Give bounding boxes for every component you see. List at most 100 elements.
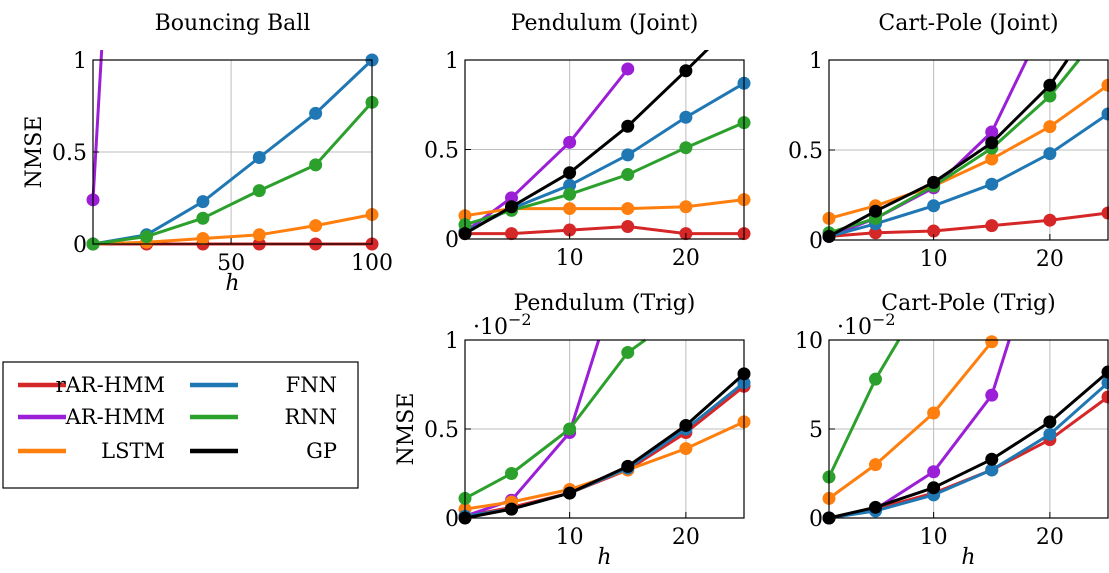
x-axis-label: h	[597, 545, 611, 570]
y-axis-multiplier: ·10−2	[837, 310, 896, 340]
y-tick-label: 0	[809, 507, 823, 532]
x-tick-label: 100	[351, 251, 393, 276]
data-point-lstm	[309, 219, 323, 233]
series-line-rnn	[92, 101, 374, 246]
data-point-rnn	[309, 158, 323, 172]
x-tick-label: 10	[556, 246, 584, 271]
data-point-gp	[985, 452, 999, 466]
y-tick-label: 0	[73, 233, 87, 258]
series-ar-hmm	[458, 339, 601, 523]
legend-entry-rar-hmm: rAR-HMM	[18, 373, 165, 397]
data-point-fnn	[196, 195, 210, 209]
x-tick-label: 10	[920, 247, 948, 272]
data-point-rnn	[621, 168, 635, 182]
multiplier-exponent: −2	[508, 310, 532, 329]
data-point-lstm	[679, 442, 693, 456]
data-point-lstm	[679, 200, 693, 214]
y-tick-label: 0.5	[788, 139, 823, 164]
series-rar-hmm	[458, 219, 751, 241]
legend-entry-rnn: RNN	[190, 405, 337, 429]
multiplier-base: ·10	[837, 315, 872, 340]
data-point-rnn	[869, 372, 882, 386]
series-line-lstm	[828, 83, 1109, 220]
series-line-rnn	[828, 59, 1081, 235]
data-point-gp	[869, 204, 882, 218]
data-point-fnn	[309, 106, 323, 120]
data-point-gp	[985, 136, 999, 150]
legend-entry-lstm: LSTM	[18, 439, 165, 463]
data-point-rar-hmm	[563, 223, 577, 237]
data-point-ar-hmm	[563, 135, 577, 149]
data-point-gp	[1101, 365, 1109, 379]
multiplier-base: ·10	[473, 315, 508, 340]
x-tick-label: 10	[920, 525, 948, 550]
x-axis-label: h	[961, 545, 975, 570]
y-axis-label: NMSE	[394, 393, 419, 466]
chart-title: Bouncing Ball	[155, 11, 311, 36]
chart-2-pendulum-joint: 10 20 0 0.5 1 Pendulum (Joint)	[424, 11, 751, 271]
data-point-rar-hmm	[621, 219, 635, 233]
y-tick-label: 0	[445, 228, 459, 253]
data-point-rnn	[505, 467, 518, 480]
series-line-rnn	[827, 339, 901, 478]
data-point-gp	[927, 481, 941, 495]
data-point-lstm	[196, 231, 210, 245]
data-point-lstm	[252, 228, 266, 242]
legend-label: RNN	[284, 405, 337, 429]
x-tick-label: 20	[1036, 525, 1064, 550]
data-point-ar-hmm	[927, 465, 941, 479]
data-point-ar-hmm	[621, 62, 635, 76]
series-fnn	[458, 376, 751, 523]
series-lstm	[458, 415, 751, 516]
chart-title: Cart-Pole (Joint)	[878, 11, 1058, 36]
data-point-fnn	[1101, 107, 1109, 121]
chart-3-cart-pole-joint: 10 20 0 0.5 1 Cart-Pole (Joint)	[788, 11, 1109, 272]
data-point-lstm	[563, 202, 577, 216]
y-tick-label: 0.5	[52, 141, 87, 166]
series-line-ar-hmm	[91, 50, 104, 200]
data-point-gp	[927, 175, 941, 189]
x-tick-label: 10	[556, 525, 584, 550]
chart-title: Pendulum (Trig)	[514, 291, 696, 316]
x-tick-label: 50	[217, 251, 245, 276]
data-point-gp	[621, 119, 635, 133]
data-point-rar-hmm	[927, 224, 941, 238]
data-point-rnn	[252, 184, 266, 198]
series-rar-hmm	[458, 379, 751, 523]
data-point-lstm	[1101, 78, 1109, 92]
x-tick-label: 20	[672, 525, 700, 550]
data-point-lstm	[869, 458, 882, 472]
series-line-gp	[464, 372, 745, 520]
series-line-gp	[828, 370, 1109, 520]
data-point-fnn	[1101, 376, 1109, 390]
series-line-rar-hmm	[828, 395, 1109, 520]
series-line-rar-hmm	[828, 211, 1109, 238]
data-point-rar-hmm	[869, 226, 882, 240]
y-axis-label: NMSE	[22, 116, 47, 189]
legend-label: rAR-HMM	[56, 373, 165, 397]
series-rnn	[458, 338, 647, 505]
series-line-fnn	[828, 381, 1109, 520]
legend-label: FNN	[286, 373, 337, 397]
y-axis-multiplier: ·10−2	[473, 310, 532, 340]
data-point-lstm	[985, 152, 999, 166]
series-line-fnn	[828, 112, 1109, 238]
data-point-fnn	[1043, 427, 1057, 441]
legend-label: LSTM	[101, 439, 165, 463]
x-tick-label: 20	[1036, 247, 1064, 272]
y-tick-label: 0	[445, 507, 459, 532]
y-tick-label: 0.5	[424, 139, 459, 164]
chart-5-cart-pole-trig: 10 20 0 5 10 Cart-Pole (Trig) h ·10−2	[795, 291, 1109, 570]
chart-title: Pendulum (Joint)	[511, 11, 699, 36]
data-point-gp	[1043, 78, 1057, 92]
series-line-lstm	[92, 213, 373, 246]
legend-label: AR-HMM	[65, 405, 165, 429]
data-point-gp	[563, 486, 577, 500]
legend-entry-fnn: FNN	[190, 373, 337, 397]
y-tick-label: 0	[809, 229, 823, 254]
series-ar-hmm	[86, 50, 104, 207]
data-point-rnn	[1043, 89, 1057, 103]
series-rar-hmm	[822, 390, 1109, 525]
